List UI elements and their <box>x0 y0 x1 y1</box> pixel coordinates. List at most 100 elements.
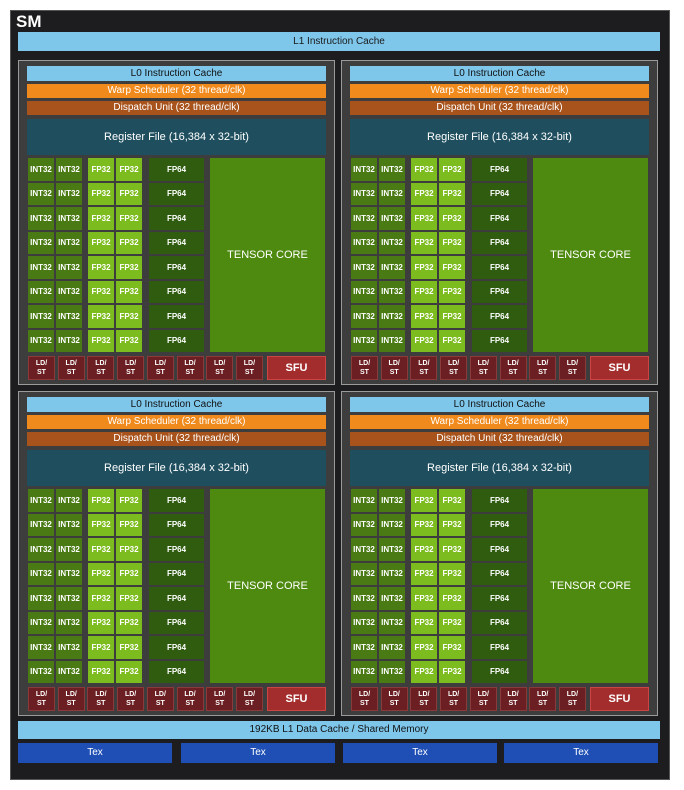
fp64-core: FP64 <box>472 231 527 254</box>
fp32-core: FP32 <box>439 305 465 328</box>
fp32-core: FP32 <box>439 513 465 536</box>
fp32-core: FP32 <box>411 513 437 536</box>
fp32-core: FP32 <box>116 636 142 659</box>
int32-core: INT32 <box>351 158 377 181</box>
fp32-core: FP32 <box>439 280 465 303</box>
fp64-core: FP64 <box>472 562 527 585</box>
fp32-core: FP32 <box>439 182 465 205</box>
fp64-core: FP64 <box>149 305 204 328</box>
tex-unit: Tex <box>181 743 335 763</box>
tensor-core: TENSOR CORE <box>210 489 325 683</box>
fp32-core: FP32 <box>88 538 114 561</box>
register-file: Register File (16,384 x 32-bit) <box>350 450 649 486</box>
ldst-unit: LD/ ST <box>351 356 378 380</box>
fp64-core: FP64 <box>472 305 527 328</box>
l0-instruction-cache: L0 Instruction Cache <box>350 397 649 412</box>
fp32-core: FP32 <box>411 207 437 230</box>
ldst-unit: LD/ ST <box>410 687 438 711</box>
int32-core: INT32 <box>351 280 377 303</box>
int32-core: INT32 <box>28 489 54 512</box>
fp32-core: FP32 <box>116 513 142 536</box>
dispatch-unit: Dispatch Unit (32 thread/clk) <box>350 101 649 115</box>
int32-core: INT32 <box>379 513 405 536</box>
int32-core: INT32 <box>379 329 405 352</box>
int32-core: INT32 <box>56 207 82 230</box>
fp32-core: FP32 <box>116 158 142 181</box>
ldst-unit: LD/ ST <box>28 687 55 711</box>
fp32-core: FP32 <box>88 611 114 634</box>
ldst-unit: LD/ ST <box>440 687 468 711</box>
fp32-core: FP32 <box>116 305 142 328</box>
fp32-core: FP32 <box>88 280 114 303</box>
fp32-core: FP32 <box>88 562 114 585</box>
fp32-core: FP32 <box>411 256 437 279</box>
int32-core: INT32 <box>351 231 377 254</box>
int32-core: INT32 <box>56 305 82 328</box>
sfu-unit: SFU <box>267 687 326 711</box>
fp64-core: FP64 <box>149 256 204 279</box>
int32-core: INT32 <box>28 182 54 205</box>
fp32-core: FP32 <box>116 329 142 352</box>
warp-scheduler: Warp Scheduler (32 thread/clk) <box>350 84 649 98</box>
int32-core: INT32 <box>28 305 54 328</box>
int32-core: INT32 <box>351 305 377 328</box>
int32-core: INT32 <box>56 329 82 352</box>
fp32-core: FP32 <box>116 489 142 512</box>
ldst-unit: LD/ ST <box>117 356 145 380</box>
fp32-core: FP32 <box>411 611 437 634</box>
ldst-unit: LD/ ST <box>351 687 378 711</box>
fp32-core: FP32 <box>88 636 114 659</box>
fp64-core: FP64 <box>472 611 527 634</box>
dispatch-unit: Dispatch Unit (32 thread/clk) <box>27 432 326 446</box>
sfu-unit: SFU <box>590 687 649 711</box>
tensor-core: TENSOR CORE <box>210 158 325 352</box>
fp32-core: FP32 <box>88 207 114 230</box>
fp32-core: FP32 <box>116 538 142 561</box>
ldst-unit: LD/ ST <box>28 356 55 380</box>
fp32-core: FP32 <box>88 182 114 205</box>
ldst-unit: LD/ ST <box>87 687 115 711</box>
warp-scheduler: Warp Scheduler (32 thread/clk) <box>27 415 326 429</box>
int32-core: INT32 <box>379 231 405 254</box>
fp32-core: FP32 <box>439 256 465 279</box>
int32-core: INT32 <box>351 636 377 659</box>
ldst-unit: LD/ ST <box>499 687 527 711</box>
ldst-unit: LD/ ST <box>529 687 557 711</box>
fp32-core: FP32 <box>439 158 465 181</box>
int32-core: INT32 <box>56 231 82 254</box>
fp64-core: FP64 <box>472 182 527 205</box>
int32-core: INT32 <box>351 489 377 512</box>
ldst-unit: LD/ ST <box>410 356 438 380</box>
int32-core: INT32 <box>379 158 405 181</box>
ldst-unit: LD/ ST <box>558 356 586 380</box>
dispatch-unit: Dispatch Unit (32 thread/clk) <box>27 101 326 115</box>
fp64-core: FP64 <box>472 636 527 659</box>
ldst-unit: LD/ ST <box>117 687 145 711</box>
fp32-core: FP32 <box>88 256 114 279</box>
fp64-core: FP64 <box>472 538 527 561</box>
ldst-unit: LD/ ST <box>235 356 263 380</box>
fp64-core: FP64 <box>472 513 527 536</box>
ldst-unit: LD/ ST <box>146 356 174 380</box>
fp32-core: FP32 <box>439 636 465 659</box>
fp32-core: FP32 <box>116 280 142 303</box>
ldst-unit: LD/ ST <box>499 356 527 380</box>
fp32-core: FP32 <box>116 182 142 205</box>
int32-core: INT32 <box>351 660 377 683</box>
fp32-core: FP32 <box>88 305 114 328</box>
fp32-core: FP32 <box>88 231 114 254</box>
fp32-core: FP32 <box>411 538 437 561</box>
fp32-core: FP32 <box>88 587 114 610</box>
l0-instruction-cache: L0 Instruction Cache <box>350 66 649 81</box>
int32-core: INT32 <box>351 538 377 561</box>
int32-core: INT32 <box>28 329 54 352</box>
ldst-unit: LD/ ST <box>176 356 204 380</box>
int32-core: INT32 <box>351 587 377 610</box>
int32-core: INT32 <box>56 562 82 585</box>
sfu-unit: SFU <box>267 356 326 380</box>
int32-core: INT32 <box>56 611 82 634</box>
int32-core: INT32 <box>351 513 377 536</box>
int32-core: INT32 <box>351 611 377 634</box>
int32-core: INT32 <box>351 207 377 230</box>
fp32-core: FP32 <box>116 562 142 585</box>
